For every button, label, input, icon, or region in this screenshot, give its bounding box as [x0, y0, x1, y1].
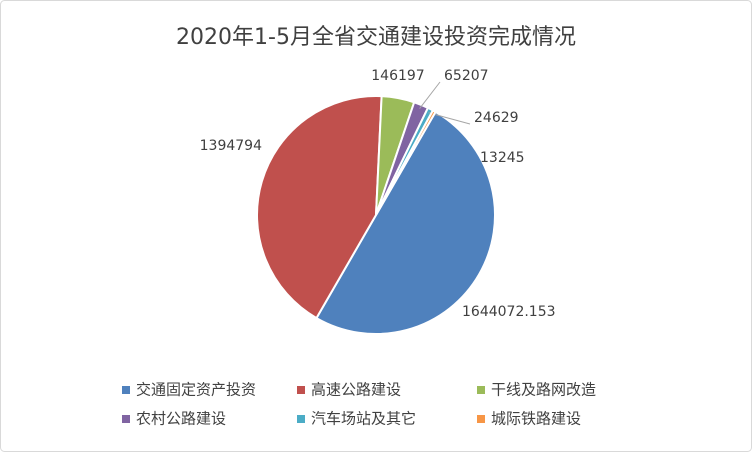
pie-slice [375, 109, 437, 216]
data-label: 24629 [474, 110, 519, 126]
data-label: 146197 [371, 68, 424, 84]
legend-swatch [477, 386, 485, 394]
pie-slice [256, 95, 383, 320]
legend-label: 高速公路建设 [311, 381, 401, 399]
legend-label: 农村公路建设 [136, 410, 226, 428]
data-label: 65207 [444, 68, 489, 84]
leader-line [428, 112, 471, 125]
legend-label: 汽车场站及其它 [311, 410, 416, 428]
data-label: 13245 [480, 150, 525, 166]
legend-swatch [122, 386, 130, 394]
legend-swatch [297, 415, 305, 423]
data-label: 1394794 [200, 138, 262, 154]
legend-swatch [297, 386, 305, 394]
legend-label: 城际铁路建设 [491, 410, 581, 428]
leader-line [419, 81, 441, 109]
legend-swatch [477, 415, 485, 423]
legend-label: 干线及路网改造 [491, 381, 596, 399]
legend-label: 交通固定资产投资 [136, 381, 256, 399]
data-label: 1644072.153 [462, 304, 556, 320]
chart-title: 2020年1-5月全省交通建设投资完成情况 [176, 25, 576, 50]
pie-slice [315, 110, 497, 336]
legend-swatch [122, 415, 130, 423]
